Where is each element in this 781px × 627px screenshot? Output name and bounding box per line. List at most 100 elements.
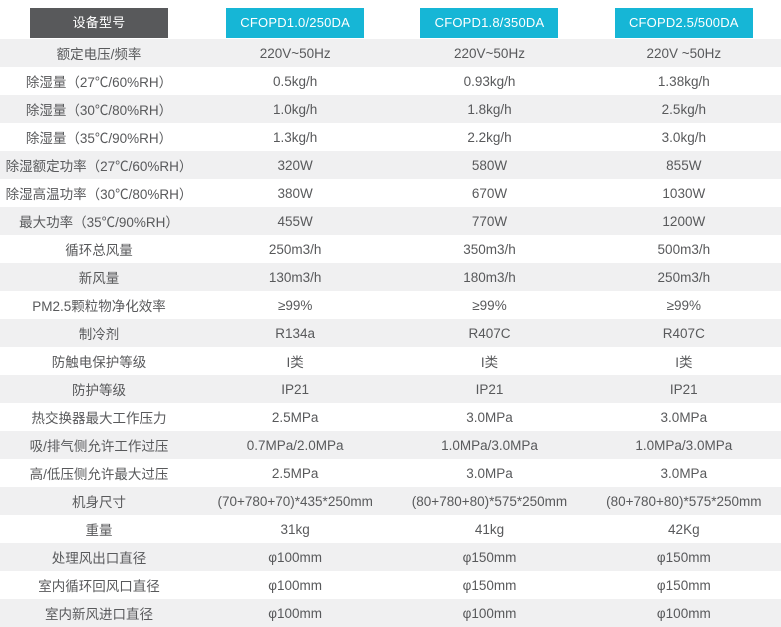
spec-row-value: φ100mm [268,549,323,565]
spec-row-value: 670W [471,185,508,201]
model-badge-cfopd1-8: CFOPD1.8/350DA [420,8,559,38]
spec-row-value: φ150mm [462,577,517,593]
spec-row-value: 250m3/h [268,241,322,257]
spec-row-value: 220V~50Hz [259,45,331,61]
spec-row-label: 室内新风进口直径 [45,607,153,622]
spec-row-value: φ150mm [656,549,711,565]
spec-row-value: I类 [286,355,304,370]
spec-row-value: 0.93kg/h [463,73,516,89]
equipment-model-header-badge: 设备型号 [30,8,168,38]
spec-row-value: φ100mm [268,605,323,621]
spec-row-value: 3.0kg/h [661,129,706,145]
spec-row-value: 1.38kg/h [657,73,710,89]
spec-row: 循环总风量 250m3/h 350m3/h 500m3/h [0,235,781,263]
spec-row-value: 2.5MPa [271,409,319,425]
spec-row: 除湿高温功率（30℃/80%RH） 380W 670W 1030W [0,179,781,207]
spec-row-label: 除湿量（35℃/90%RH） [25,131,173,146]
header-cell-model-2: CFOPD1.8/350DA [392,0,586,39]
spec-row: 最大功率（35℃/90%RH） 455W 770W 1200W [0,207,781,235]
spec-row-label: 室内循环回风口直径 [38,579,160,594]
spec-row: 除湿量（27℃/60%RH） 0.5kg/h 0.93kg/h 1.38kg/h [0,67,781,95]
header-cell-model-1: CFOPD1.0/250DA [198,0,392,39]
spec-row-value: 41kg [474,521,505,537]
spec-row: 室内循环回风口直径 φ100mm φ150mm φ150mm [0,571,781,599]
spec-row: 除湿量（30℃/80%RH） 1.0kg/h 1.8kg/h 2.5kg/h [0,95,781,123]
spec-row-label: 最大功率（35℃/90%RH） [19,215,179,230]
spec-row-value: 130m3/h [268,269,322,285]
spec-row-value: IP21 [669,381,698,397]
spec-row-label: 循环总风量 [65,243,133,258]
spec-row-value: 220V~50Hz [454,45,525,61]
spec-row-value: ≥99% [277,297,313,313]
spec-row-value: 350m3/h [463,241,516,257]
model-badge-cfopd2-5: CFOPD2.5/500DA [614,8,753,38]
spec-row: 新风量 130m3/h 180m3/h 250m3/h [0,263,781,291]
spec-row-label: 额定电压/频率 [56,47,142,62]
table-header-row: 设备型号 CFOPD1.0/250DA CFOPD1.8/350DA CFOPD… [0,0,781,39]
spec-row-value: 2.5kg/h [661,101,706,117]
spec-row-value: 180m3/h [463,269,516,285]
spec-row-value: 1.0kg/h [273,101,318,117]
spec-row-label: 除湿量（27℃/60%RH） [25,75,173,90]
spec-row-value: (80+780+80)*575*250mm [411,493,568,509]
spec-row-value: 1200W [662,213,706,229]
spec-row: 额定电压/频率 220V~50Hz 220V~50Hz 220V ~50Hz [0,39,781,67]
spec-row: 处理风出口直径 φ100mm φ150mm φ150mm [0,543,781,571]
spec-row-value: φ100mm [268,577,323,593]
spec-row: PM2.5颗粒物净化效率 ≥99% ≥99% ≥99% [0,291,781,319]
spec-row-value: 3.0MPa [466,409,513,425]
spec-row-value: 1.0MPa/3.0MPa [441,437,538,453]
spec-row-value: 42Kg [668,521,700,537]
spec-row-value: φ100mm [462,605,517,621]
spec-row-value: 2.5MPa [271,465,319,481]
spec-rows: 额定电压/频率 220V~50Hz 220V~50Hz 220V ~50Hz 除湿量（2… [0,39,781,627]
spec-row-value: 1.8kg/h [467,101,512,117]
spec-row-value: 320W [277,157,313,173]
spec-row-value: 31kg [280,521,310,537]
spec-row: 高/低压侧允许最大过压 2.5MPa 3.0MPa 3.0MPa [0,459,781,487]
spec-row-label: 防护等级 [72,383,126,398]
spec-row-label: 除湿高温功率（30℃/80%RH） [5,187,193,202]
spec-row-value: IP21 [475,381,504,397]
spec-row-value: ≥99% [666,297,702,313]
spec-row-value: R407C [468,325,511,341]
spec-row-value: ≥99% [472,297,507,313]
spec-row: 热交换器最大工作压力 2.5MPa 3.0MPa 3.0MPa [0,403,781,431]
spec-row-label: 除湿量（30℃/80%RH） [25,103,173,118]
spec-row-value: 2.2kg/h [467,129,512,145]
spec-row-label: 防触电保护等级 [51,355,147,370]
spec-row-value: 0.7MPa/2.0MPa [246,437,344,453]
spec-row-value: 1.3kg/h [273,129,318,145]
spec-row-value: 1030W [662,185,706,201]
spec-row-value: φ150mm [656,577,711,593]
spec-row-label: 制冷剂 [78,327,120,342]
spec-row-value: (80+780+80)*575*250mm [606,493,762,509]
spec-row-value: 500m3/h [657,241,711,257]
spec-row-label: 重量 [85,523,113,538]
spec-row-value: 855W [666,157,702,173]
spec-row-value: 3.0MPa [660,409,708,425]
spec-row-value: 3.0MPa [660,465,708,481]
spec-row-label: 吸/排气侧允许工作过压 [29,439,169,454]
spec-row-label: 处理风出口直径 [51,551,147,566]
spec-row-value: 250m3/h [657,269,711,285]
spec-row: 防护等级 IP21 IP21 IP21 [0,375,781,403]
spec-row: 室内新风进口直径 φ100mm φ100mm φ100mm [0,599,781,627]
spec-row-label: 机身尺寸 [72,495,126,510]
spec-row-value: I类 [675,355,693,370]
spec-row: 除湿额定功率（27℃/60%RH） 320W 580W 855W [0,151,781,179]
spec-row: 除湿量（35℃/90%RH） 1.3kg/h 2.2kg/h 3.0kg/h [0,123,781,151]
spec-row-value: 455W [277,213,313,229]
spec-row-label: 除湿额定功率（27℃/60%RH） [5,159,193,174]
spec-row-value: 3.0MPa [466,465,513,481]
spec-row-value: 0.5kg/h [273,73,318,89]
header-cell-label: 设备型号 [0,0,198,39]
model-badge-cfopd1-0: CFOPD1.0/250DA [226,8,365,38]
header-cell-model-3: CFOPD2.5/500DA [587,0,781,39]
spec-row-value: 770W [471,213,508,229]
spec-row: 防触电保护等级 I类 I类 I类 [0,347,781,375]
spec-row-value: (70+780+70)*435*250mm [217,493,373,509]
spec-row-label: PM2.5颗粒物净化效率 [32,299,166,314]
spec-row-value: R407C [662,325,705,341]
